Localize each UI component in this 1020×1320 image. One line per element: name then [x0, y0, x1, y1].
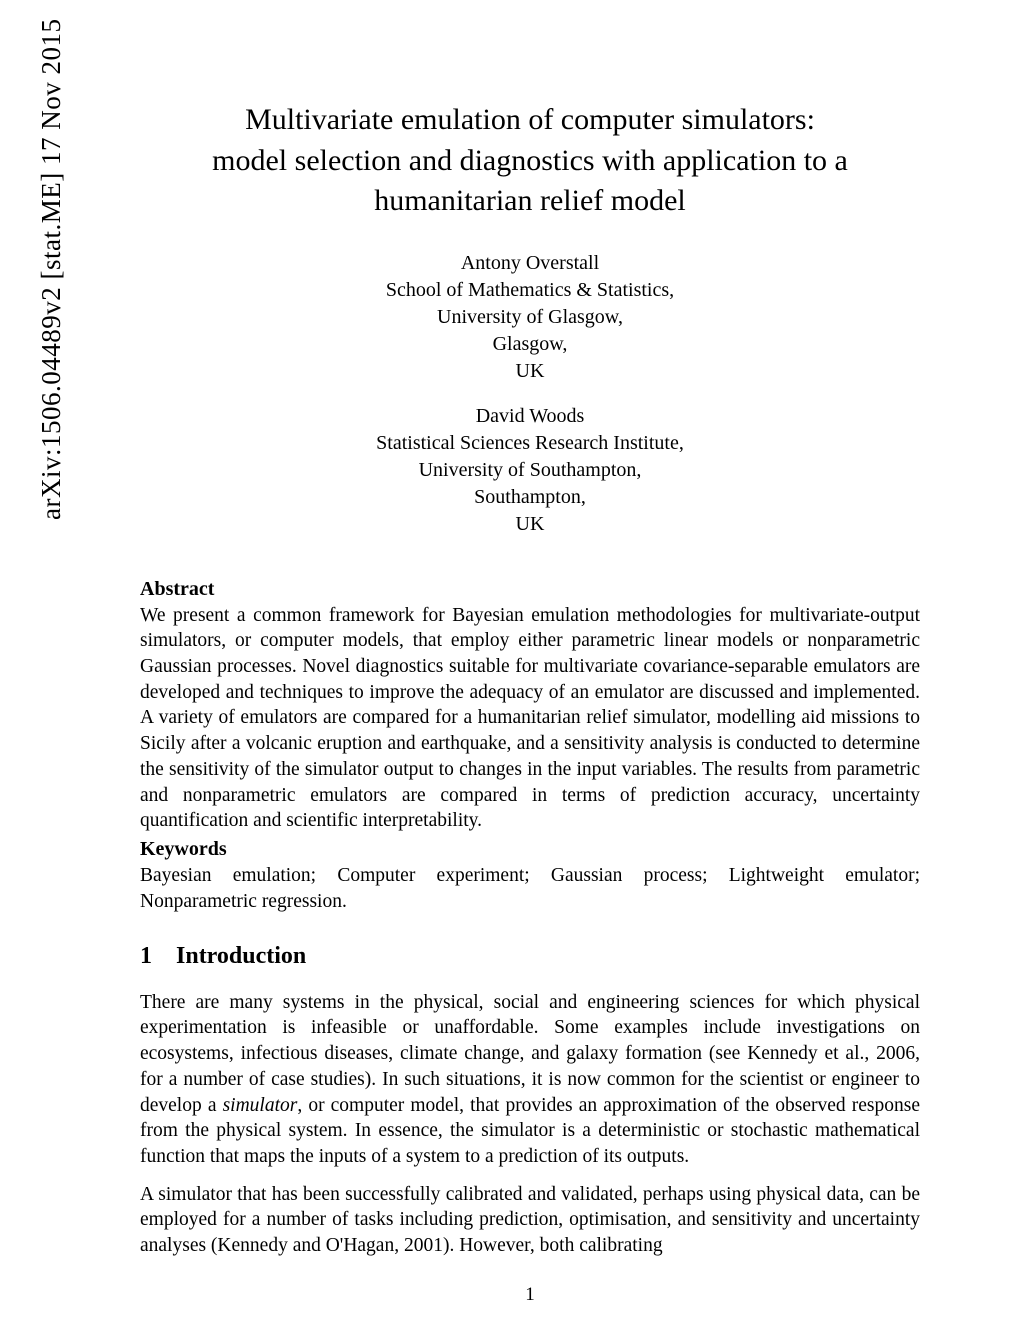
arxiv-identifier: arXiv:1506.04489v2 [stat.ME] 17 Nov 2015 — [36, 19, 67, 520]
author-affiliation: Southampton, — [474, 486, 586, 508]
title-line-1: Multivariate emulation of computer simul… — [245, 103, 815, 136]
author-name: Antony Overstall — [461, 252, 599, 274]
author-affiliation: UK — [516, 513, 545, 535]
author-affiliation: Statistical Sciences Research Institute, — [376, 432, 684, 454]
section-number: 1 — [140, 943, 152, 970]
title-line-3: humanitarian relief model — [374, 184, 686, 217]
author-affiliation: Glasgow, — [493, 333, 568, 355]
author-name: David Woods — [476, 405, 585, 427]
page-number: 1 — [140, 1284, 920, 1306]
section-heading-introduction: 1 Introduction — [140, 943, 920, 970]
author-affiliation: School of Mathematics & Statistics, — [386, 279, 674, 301]
author-affiliation: University of Glasgow, — [437, 306, 623, 328]
author-affiliation: University of Southampton, — [419, 459, 642, 481]
page-content: Multivariate emulation of computer simul… — [140, 100, 920, 1271]
intro-paragraph-1: There are many systems in the physical, … — [140, 990, 920, 1170]
section-title: Introduction — [176, 943, 306, 969]
abstract-label: Abstract — [140, 578, 920, 601]
paper-title: Multivariate emulation of computer simul… — [140, 100, 920, 222]
author-block-2: David Woods Statistical Sciences Researc… — [140, 403, 920, 538]
intro-paragraph-2: A simulator that has been successfully c… — [140, 1182, 920, 1259]
abstract-text: We present a common framework for Bayesi… — [140, 603, 920, 835]
italic-term-simulator: simulator — [223, 1095, 298, 1116]
author-affiliation: UK — [516, 360, 545, 382]
keywords-label: Keywords — [140, 838, 920, 861]
keywords-text: Bayesian emulation; Computer experiment;… — [140, 863, 920, 914]
author-block-1: Antony Overstall School of Mathematics &… — [140, 250, 920, 385]
title-line-2: model selection and diagnostics with app… — [212, 144, 848, 177]
